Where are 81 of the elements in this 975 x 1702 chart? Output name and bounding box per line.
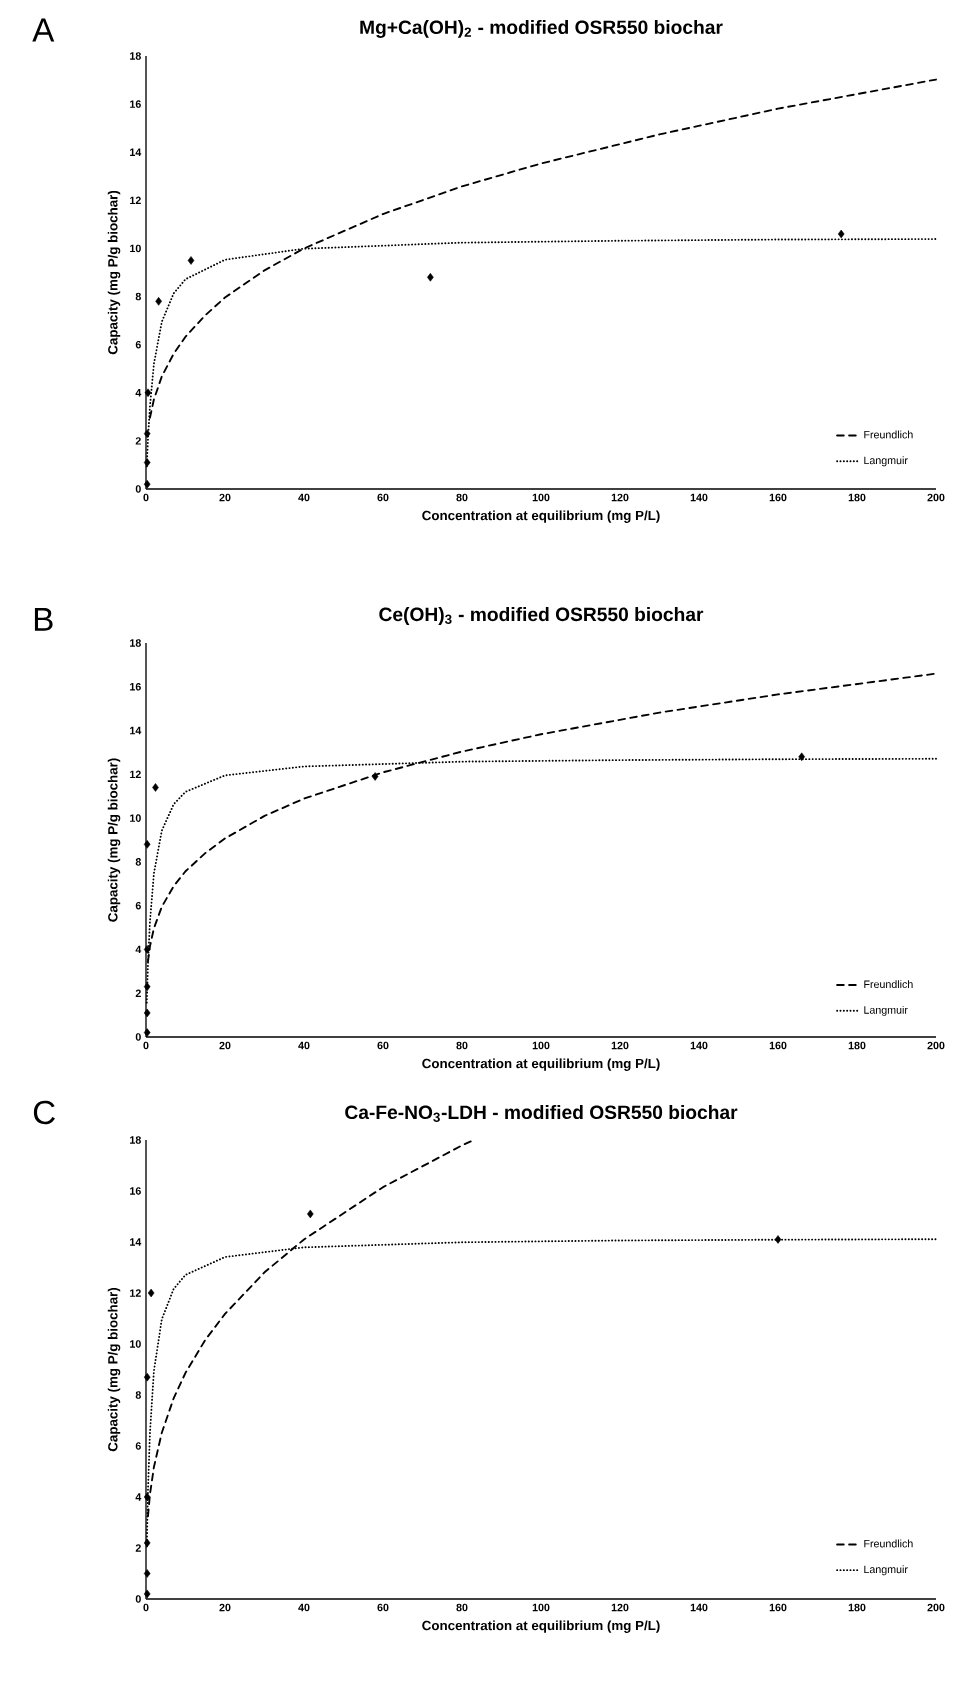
legend-label: Freundlich [864, 1539, 913, 1548]
y-tick-label: 12 [130, 196, 141, 205]
y-tick-label: 16 [130, 682, 141, 691]
text: B [34, 607, 53, 631]
y-axis-title: Capacity (mg P/g biochar) [107, 1287, 121, 1452]
x-tick-label: 180 [848, 1603, 866, 1612]
x-tick-label: 80 [456, 1603, 468, 1612]
y-tick-label: 10 [130, 1340, 141, 1348]
x-tick-label: 40 [298, 493, 310, 502]
y-tick-label: 4 [135, 389, 142, 397]
x-tick-label: 200 [927, 1041, 945, 1050]
x-tick-label: 0 [143, 1041, 149, 1050]
x-tick-label: 100 [532, 1603, 550, 1612]
y-tick-label: 8 [135, 858, 141, 866]
y-tick-label: 2 [135, 989, 141, 997]
x-tick-label: 80 [456, 1041, 468, 1050]
y-tick-label: 16 [130, 1187, 141, 1195]
y-tick-label: 4 [135, 1493, 142, 1501]
x-tick-label: 0 [143, 493, 149, 502]
x-tick-label: 40 [298, 1041, 310, 1050]
y-axis-title: Capacity (mg P/g biochar) [107, 190, 121, 355]
x-tick-label: 140 [690, 1041, 708, 1050]
x-tick-label: 80 [456, 493, 468, 502]
x-tick-label: 60 [377, 1041, 389, 1050]
y-tick-label: 12 [130, 770, 141, 779]
legend-label: Langmuir [864, 1005, 908, 1016]
legend-label: Freundlich [864, 980, 913, 989]
y-tick-label: 2 [135, 1544, 141, 1552]
x-axis-title: Concentration at equilibrium (mg P/L) [422, 510, 660, 523]
y-tick-label: 18 [130, 1136, 141, 1144]
y-tick-label: 6 [135, 901, 141, 910]
y-tick-label: 14 [130, 148, 142, 156]
x-tick-label: 180 [848, 1041, 866, 1050]
y-tick-label: 2 [135, 437, 141, 445]
x-tick-label: 160 [769, 1041, 787, 1050]
y-tick-label: 18 [130, 52, 141, 60]
y-tick-label: 0 [135, 1033, 141, 1041]
y-tick-label: 10 [130, 244, 141, 253]
x-axis-title: Concentration at equilibrium (mg P/L) [422, 1620, 660, 1633]
text: C [33, 1100, 55, 1125]
x-tick-label: 160 [769, 1603, 787, 1612]
x-tick-label: 40 [298, 1603, 310, 1612]
x-tick-label: 140 [690, 493, 708, 502]
legend-label: Langmuir [864, 1565, 908, 1576]
x-tick-label: 60 [377, 493, 389, 502]
y-tick-label: 0 [135, 1595, 141, 1603]
x-tick-label: 140 [690, 1603, 708, 1612]
x-tick-label: 180 [848, 493, 866, 502]
x-tick-label: 160 [769, 493, 787, 502]
x-tick-label: 20 [219, 493, 231, 502]
y-axis-title: Capacity (mg P/g biochar) [107, 758, 121, 922]
x-tick-label: 20 [219, 1603, 231, 1612]
y-tick-label: 14 [130, 726, 142, 735]
chart-title: Ce(OH)$_{3}$ - modified OSR550 biochar [379, 607, 704, 625]
y-tick-label: 8 [135, 1391, 141, 1399]
y-tick-label: 16 [130, 100, 141, 108]
y-tick-label: 12 [130, 1289, 141, 1297]
y-tick-label: 0 [135, 485, 141, 493]
y-tick-label: 6 [135, 340, 141, 349]
x-tick-label: 60 [377, 1603, 389, 1612]
y-tick-label: 8 [135, 292, 141, 301]
chart-title: Ca-Fe-NO$_{3}$-LDH - modified OSR550 biochar [345, 1105, 738, 1122]
x-tick-label: 120 [611, 1603, 629, 1612]
x-tick-label: 0 [143, 1603, 149, 1612]
y-tick-label: 10 [130, 814, 141, 822]
x-tick-label: 100 [532, 1041, 550, 1050]
y-tick-label: 14 [130, 1238, 142, 1246]
legend-label: Freundlich [864, 430, 913, 439]
x-axis-title: Concentration at equilibrium (mg P/L) [422, 1058, 660, 1071]
legend-label: Langmuir [864, 456, 908, 467]
y-tick-label: 6 [135, 1442, 141, 1450]
y-tick-label: 4 [135, 945, 142, 954]
x-tick-label: 200 [927, 1603, 945, 1612]
x-tick-label: 100 [532, 493, 550, 502]
text: A [32, 18, 55, 42]
chart-title: Mg+Ca(OH)$_{2}$ - modified OSR550 biochar [360, 19, 723, 38]
x-tick-label: 20 [219, 1041, 231, 1050]
y-tick-label: 18 [130, 639, 141, 647]
x-tick-label: 200 [927, 493, 945, 502]
x-tick-label: 120 [611, 493, 629, 502]
x-tick-label: 120 [611, 1041, 629, 1050]
